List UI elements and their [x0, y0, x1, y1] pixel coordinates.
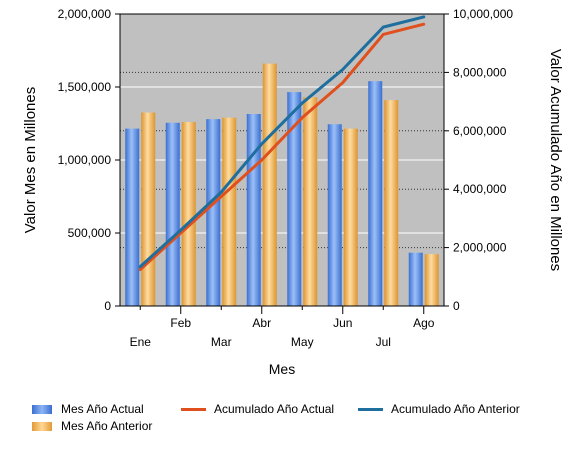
legend-swatch-mes-actual	[32, 404, 52, 414]
line-acumulado-año-anterior	[138, 15, 426, 269]
legend-label: Mes Año Anterior	[61, 419, 153, 433]
bar-mes-actual	[368, 81, 383, 306]
bar-mes-actual	[327, 124, 342, 306]
bars	[125, 63, 439, 307]
bar-mes-anterior	[141, 112, 156, 306]
y2-tick-label: 0	[453, 299, 460, 313]
y2-tick-label: 6,000,000	[453, 124, 507, 138]
line-acumulado-año-actual	[138, 22, 426, 271]
legend-item-mes-anterior: Mes Año Anterior	[32, 419, 152, 433]
legend-swatch-acum-actual	[181, 407, 206, 411]
legend-label: Acumulado Año Actual	[214, 402, 335, 416]
x-tick-label: Mar	[211, 335, 232, 349]
y2-tick-label: 8,000,000	[453, 65, 507, 79]
legend-label: Acumulado Año Anterior	[391, 402, 520, 416]
legend-item-acum-anterior: Acumulado Año Anterior	[358, 402, 520, 416]
legend: Mes Año Actual Mes Año Anterior Acumulad…	[32, 402, 572, 442]
y-tick-label: 1,000,000	[58, 153, 112, 167]
bar-mes-anterior	[222, 117, 237, 306]
x-axis-title: Mes	[269, 361, 295, 377]
bar-mes-actual	[408, 252, 423, 306]
legend-swatch-acum-anterior	[358, 407, 383, 411]
legend-swatch-mes-anterior	[32, 421, 52, 431]
x-tick-label: Feb	[170, 316, 191, 330]
x-tick-label: Ene	[130, 335, 152, 349]
legend-label: Mes Año Actual	[61, 402, 144, 416]
y2-tick-label: 2,000,000	[453, 241, 507, 255]
legend-item-acum-actual: Acumulado Año Actual	[181, 402, 334, 416]
x-tick-label: Ago	[413, 316, 435, 330]
y-tick-label: 1,500,000	[58, 80, 112, 94]
bar-mes-actual	[165, 122, 180, 307]
axes: 0 500,000 1,000,000 1,500,000 2,000,000 0 2,00…	[58, 7, 514, 349]
y-tick-label: 0	[104, 299, 111, 313]
bar-mes-actual	[206, 119, 221, 307]
y-tick-label: 2,000,000	[58, 7, 112, 21]
bar-mes-anterior	[262, 63, 277, 306]
x-tick-label: Jun	[333, 316, 352, 330]
bar-mes-anterior	[424, 254, 439, 306]
y2-tick-label: 4,000,000	[453, 182, 507, 196]
x-tick-label: Jul	[376, 335, 391, 349]
bar-mes-actual	[125, 128, 140, 306]
x-tick-label: May	[291, 335, 314, 349]
bar-mes-actual	[246, 114, 261, 306]
bar-mes-anterior	[181, 122, 196, 306]
legend-item-mes-actual: Mes Año Actual	[32, 402, 144, 416]
bar-mes-actual	[287, 92, 302, 306]
y-axis-title: Valor Mes en Millones	[22, 87, 39, 233]
x-tick-label: Abr	[252, 316, 271, 330]
y2-axis-title: Valor Acumulado Año en Millones	[547, 49, 564, 271]
y2-tick-label: 10,000,000	[453, 7, 513, 21]
series-lines	[138, 15, 426, 271]
bar-mes-anterior	[343, 128, 358, 306]
bar-mes-anterior	[384, 100, 399, 306]
y-tick-label: 500,000	[68, 226, 112, 240]
bar-mes-anterior	[303, 97, 318, 306]
